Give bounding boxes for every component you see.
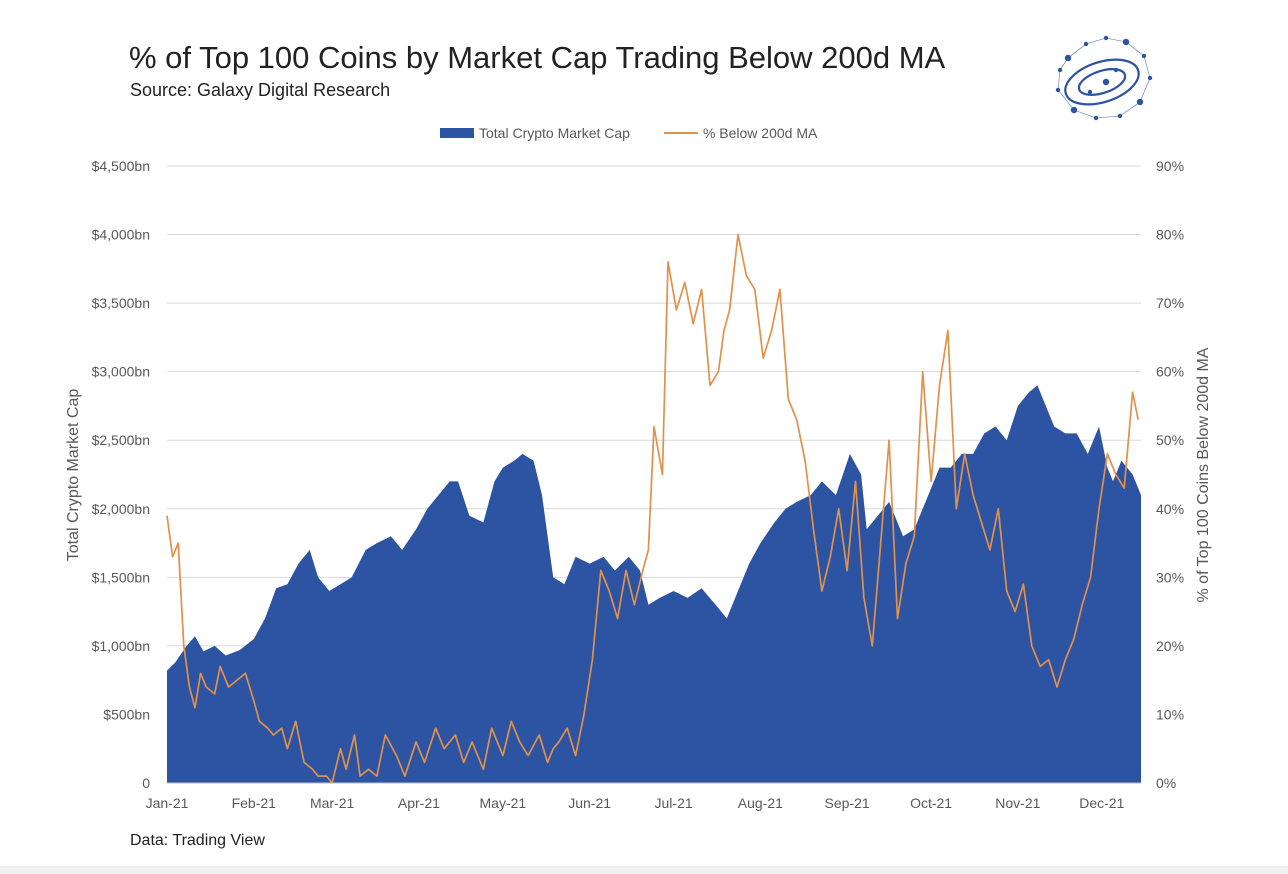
x-tick-label: May-21 (480, 795, 527, 811)
logo-link (1105, 37, 1127, 43)
y-tick-label-right: 50% (1156, 432, 1184, 448)
y-tick-label-left: $3,000bn (92, 364, 150, 380)
legend-swatch-area (440, 128, 474, 138)
x-tick-label: Mar-21 (310, 795, 355, 811)
x-tick-label: Nov-21 (995, 795, 1040, 811)
logo-node (1093, 115, 1099, 121)
logo-node (1103, 35, 1109, 41)
y-tick-label-left: $500bn (103, 706, 150, 722)
axes: 0 0% $500bn 10% $1,000bn 20% $1,500bn 30% $2,000… (92, 158, 1184, 811)
logo-node (1147, 75, 1153, 81)
y-axis-title-left: Total Crypto Market Cap (65, 389, 82, 562)
y-tick-label-right: 70% (1156, 295, 1184, 311)
x-tick-label: Sep-21 (825, 795, 870, 811)
logo-node (1087, 89, 1093, 95)
x-tick-label: Aug-21 (738, 795, 783, 811)
y-tick-label-right: 20% (1156, 638, 1184, 654)
y-tick-label-right: 30% (1156, 569, 1184, 585)
logo-link (1073, 109, 1097, 119)
logo-node (1113, 67, 1119, 73)
below-ma-line (166, 233, 1140, 784)
logo-node (1057, 67, 1063, 73)
galaxy-network-logo-icon (1055, 35, 1153, 121)
chart-title: % of Top 100 Coins by Market Cap Trading… (129, 40, 946, 75)
y-tick-label-right: 80% (1156, 227, 1184, 243)
logo-link (1057, 69, 1061, 91)
logo-node (1070, 106, 1078, 114)
y-tick-label-left: $4,500bn (92, 158, 150, 174)
logo-link (1067, 43, 1087, 59)
logo-node (1141, 53, 1147, 59)
legend-label-below-ma: % Below 200d MA (702, 125, 818, 141)
y-tick-label-left: $1,500bn (92, 569, 150, 585)
logo-link (1057, 89, 1075, 111)
logo-ring-inner (1077, 68, 1127, 96)
data-source-note: Data: Trading View (130, 832, 265, 849)
market-cap-area (167, 385, 1141, 783)
legend-swatch-line (663, 132, 698, 134)
y-tick-label-right: 40% (1156, 501, 1184, 517)
chart-subtitle: Source: Galaxy Digital Research (130, 80, 391, 100)
y-tick-label-left: 0 (142, 775, 150, 791)
x-tick-label: Dec-21 (1079, 795, 1124, 811)
y-tick-label-left: $3,500bn (92, 295, 150, 311)
logo-node (1064, 54, 1072, 62)
y-tick-label-left: $2,500bn (92, 432, 150, 448)
y-axis-title-right: % of Top 100 Coins Below 200d MA (1195, 347, 1212, 602)
market-cap-area-layer (167, 385, 1141, 783)
logo-node (1136, 98, 1144, 106)
x-tick-label: Apr-21 (398, 795, 440, 811)
below-ma-line-layer (166, 233, 1140, 784)
logo-node (1122, 38, 1130, 46)
y-tick-label-right: 90% (1156, 158, 1184, 174)
y-tick-label-right: 0% (1156, 775, 1176, 791)
y-tick-label-left: $2,000bn (92, 501, 150, 517)
logo-link (1085, 37, 1107, 45)
logo-link (1059, 57, 1069, 71)
logo-node (1102, 78, 1110, 86)
x-tick-label: Feb-21 (232, 795, 277, 811)
logo-link (1143, 55, 1151, 79)
logo-node (1117, 113, 1123, 119)
logo-ring-outer (1064, 58, 1140, 106)
logo-node (1083, 41, 1089, 47)
y-tick-label-right: 10% (1156, 706, 1184, 722)
y-tick-label-left: $1,000bn (92, 638, 150, 654)
x-tick-label: Jan-21 (146, 795, 189, 811)
bottom-band (0, 866, 1288, 874)
logo-link (1125, 41, 1145, 57)
chart-legend: Total Crypto Market Cap % Below 200d MA (440, 124, 851, 142)
x-tick-label: Oct-21 (910, 795, 952, 811)
x-tick-label: Jun-21 (568, 795, 611, 811)
legend-label-market-cap: Total Crypto Market Cap (479, 125, 630, 141)
logo-link (1139, 77, 1151, 103)
logo-link (1095, 115, 1121, 119)
logo-node (1055, 87, 1061, 93)
y-tick-label-right: 60% (1156, 364, 1184, 380)
legend-item-below-ma[interactable]: % Below 200d MA (663, 125, 818, 141)
y-tick-label-left: $4,000bn (92, 227, 150, 243)
logo-link (1119, 101, 1141, 117)
x-tick-label: Jul-21 (655, 795, 693, 811)
legend-item-market-cap[interactable]: Total Crypto Market Cap (440, 125, 630, 141)
